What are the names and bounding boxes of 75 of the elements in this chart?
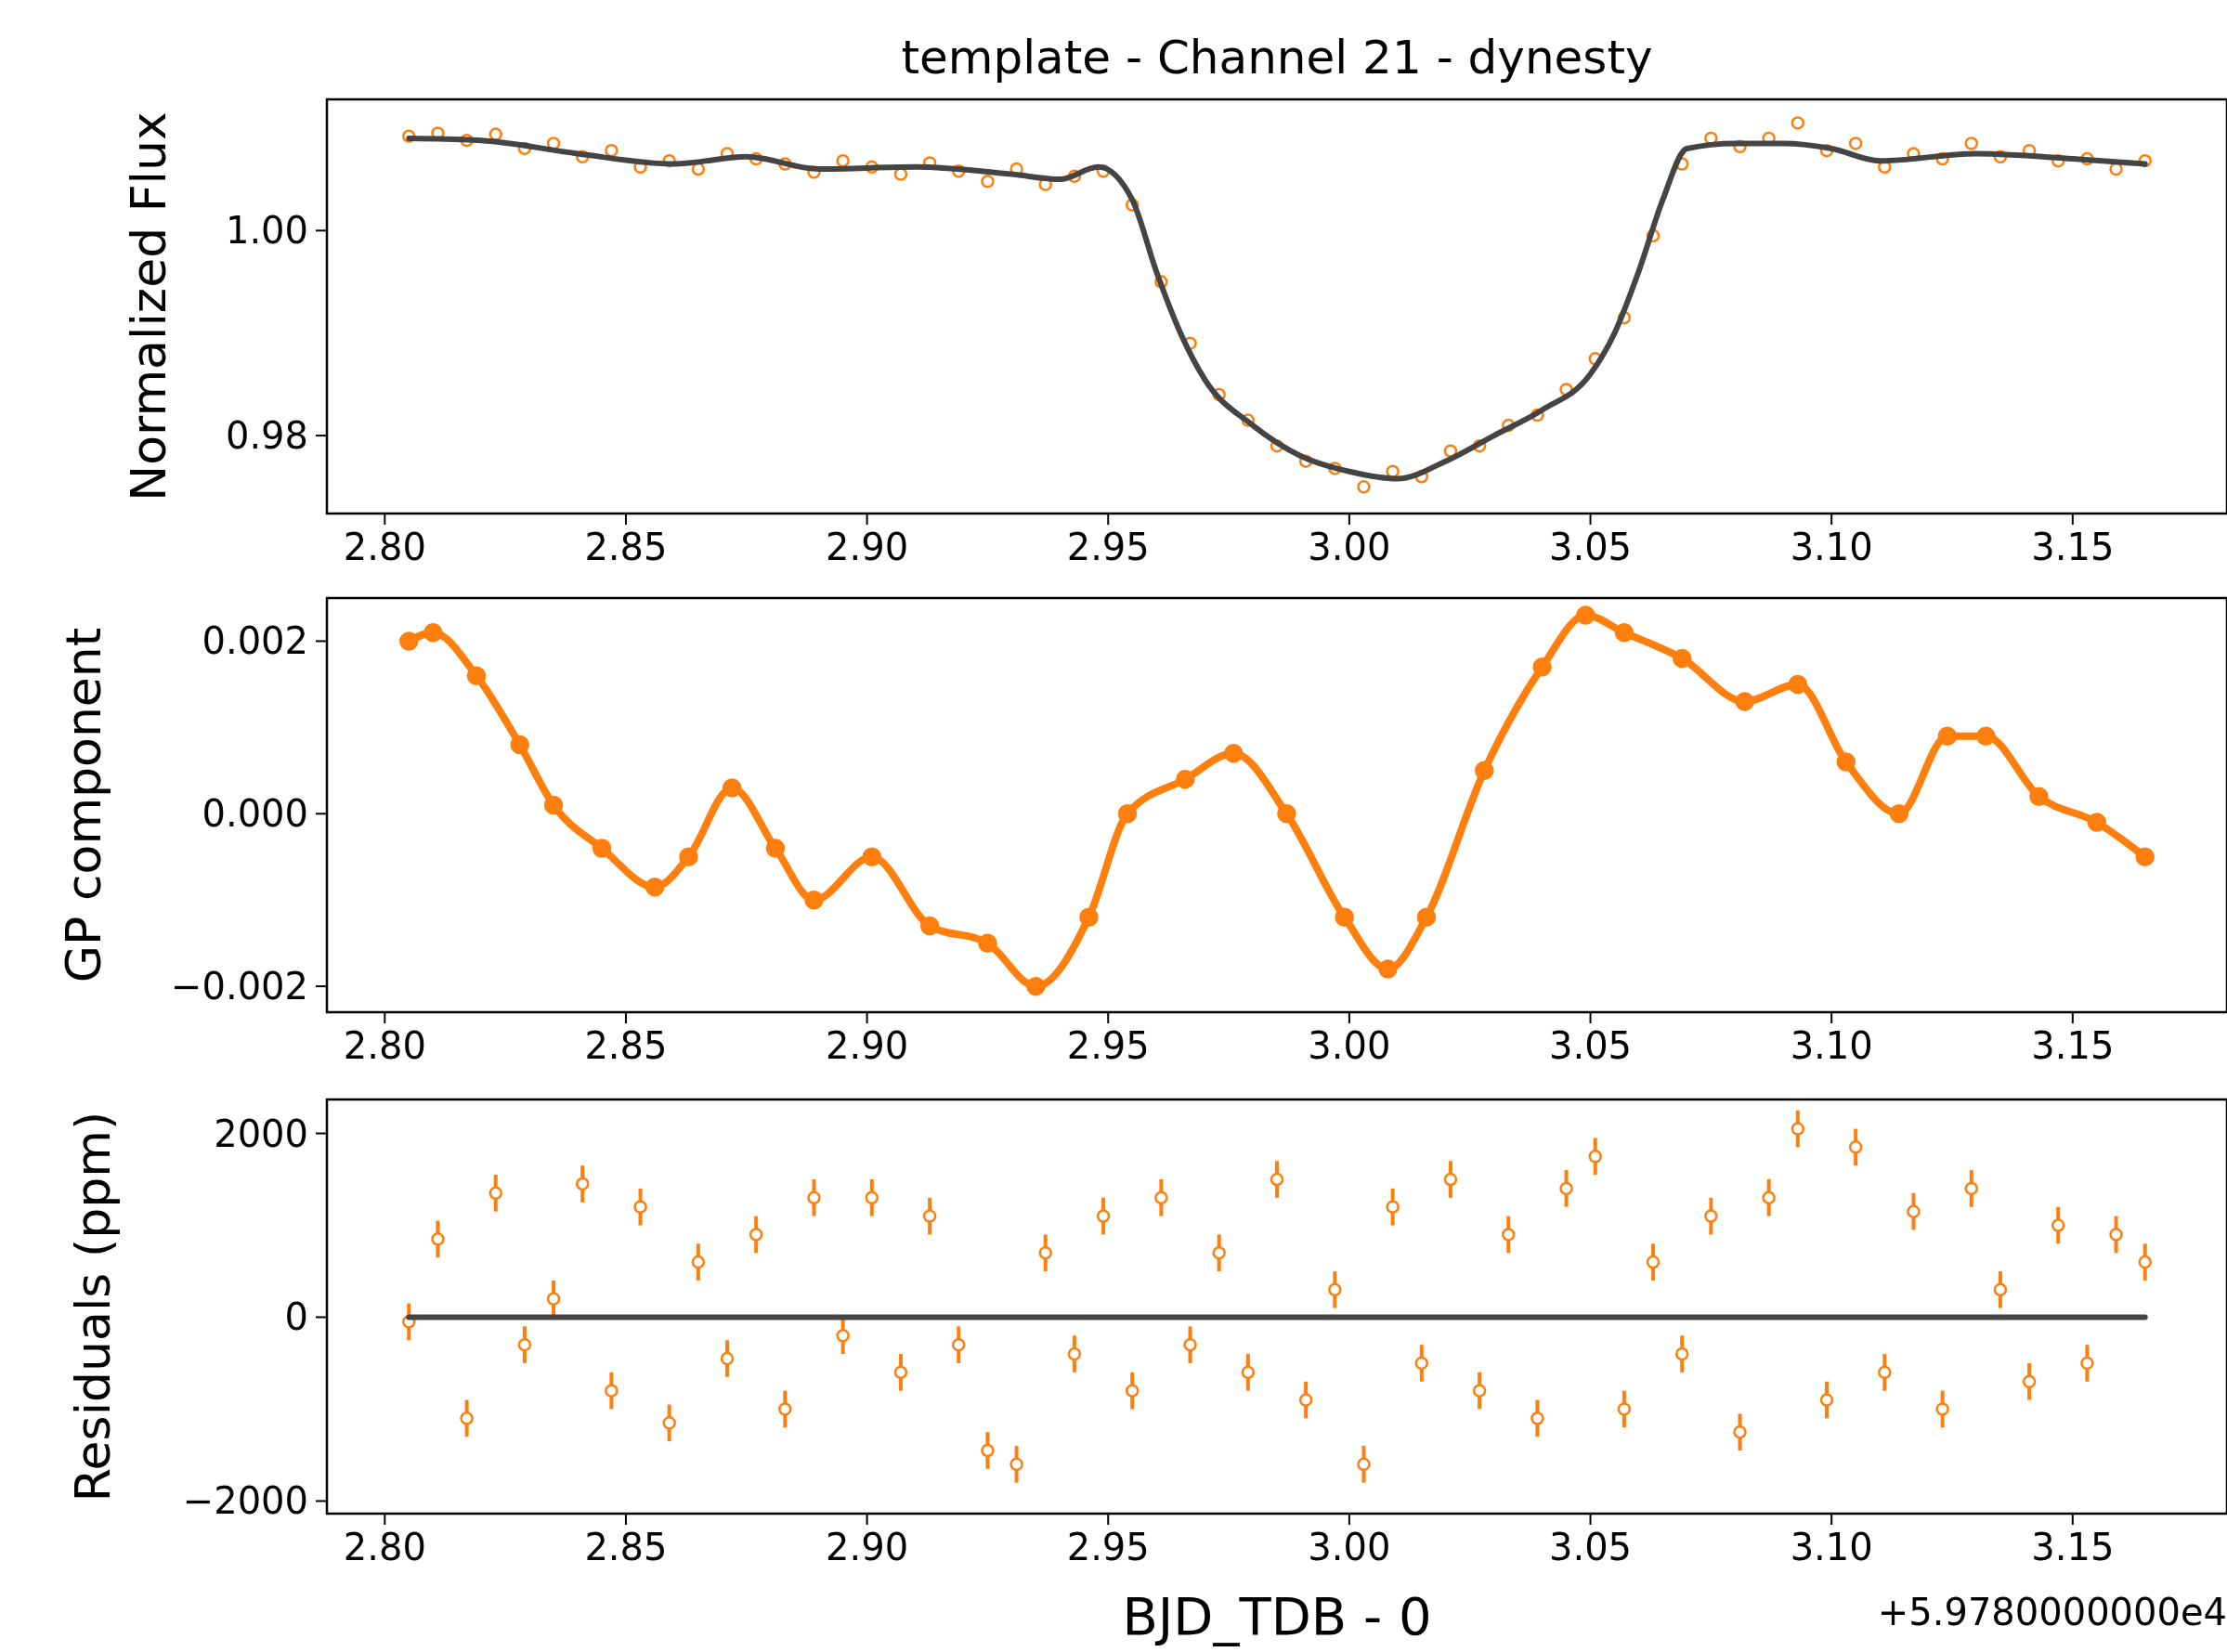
y-axis-title: Residuals (ppm) — [65, 1111, 121, 1502]
x-tick-label: 3.00 — [1308, 526, 1391, 568]
y-tick-label: −2000 — [182, 1479, 308, 1523]
y-tick-label: 1.00 — [225, 209, 308, 253]
point — [1224, 744, 1244, 763]
point — [1176, 769, 1195, 789]
text: +5.9780000000e4 — [1877, 1591, 2227, 1633]
y-axis-title: Normalized Flux — [121, 111, 176, 501]
point — [1836, 752, 1856, 772]
x-tick-label: 3.15 — [2031, 1526, 2115, 1568]
x-tick-label: 2.90 — [826, 1526, 909, 1568]
point — [1976, 726, 1996, 746]
point — [2029, 787, 2049, 806]
x-tick-label: 2.90 — [826, 1024, 909, 1067]
x-tick-label: 2.85 — [584, 1526, 668, 1568]
x-tick-label: 2.90 — [826, 526, 909, 568]
point — [2135, 847, 2155, 866]
point — [510, 735, 529, 755]
point — [1937, 726, 1958, 746]
x-tick-label: 3.00 — [1308, 1024, 1391, 1067]
point — [2087, 813, 2107, 832]
y-tick-label: 0.002 — [202, 619, 308, 663]
point — [1475, 761, 1494, 781]
x-tick-label: 2.95 — [1066, 1024, 1150, 1067]
point — [543, 795, 564, 815]
point — [679, 847, 698, 866]
x-tick-label: 3.05 — [1549, 1526, 1633, 1568]
point — [1117, 804, 1138, 824]
point — [765, 839, 786, 858]
point — [1532, 657, 1552, 677]
x-tick-label: 3.05 — [1549, 1024, 1633, 1067]
point — [1416, 907, 1437, 928]
point — [978, 933, 997, 953]
y-tick-label: 0.000 — [202, 792, 308, 836]
x-tick-label: 2.85 — [584, 526, 668, 568]
x-tick-label: 2.95 — [1066, 1526, 1150, 1568]
x-tick-label: 3.10 — [1790, 526, 1873, 568]
x-tick-label: 3.10 — [1790, 1024, 1873, 1067]
point — [722, 778, 742, 798]
x-tick-label: 2.80 — [343, 526, 426, 568]
point — [919, 916, 940, 936]
point — [1026, 976, 1046, 996]
point — [645, 878, 665, 897]
y-tick-label: 0.98 — [225, 414, 308, 458]
point — [1335, 907, 1354, 928]
x-tick-label: 3.15 — [2031, 526, 2115, 568]
x-tick-label: 2.85 — [584, 1024, 668, 1067]
point — [1735, 692, 1754, 711]
x-tick-label: 2.80 — [343, 1526, 426, 1568]
point — [1277, 804, 1296, 824]
point — [592, 839, 612, 858]
x-axis-title: BJD_TDB - 0 — [1122, 1586, 1432, 1646]
point — [1788, 674, 1808, 695]
x-tick-label: 3.05 — [1549, 526, 1633, 568]
x-tick-label: 3.00 — [1308, 1526, 1391, 1568]
x-tick-label: 3.15 — [2031, 1024, 2115, 1067]
point — [1378, 959, 1398, 979]
point — [804, 890, 824, 910]
point — [423, 622, 443, 643]
point — [862, 847, 882, 866]
chart-title: template - Channel 21 - dynesty — [901, 31, 1653, 85]
point — [1614, 622, 1634, 643]
x-tick-label: 2.95 — [1066, 526, 1150, 568]
point — [1889, 804, 1909, 824]
y-tick-label: 0 — [284, 1295, 308, 1339]
y-axis-title: GP component — [56, 627, 111, 983]
y-tick-label: 2000 — [214, 1112, 308, 1155]
point — [399, 631, 419, 651]
x-tick-label: 2.80 — [343, 1024, 426, 1067]
point — [1672, 648, 1692, 669]
x-tick-label: 3.10 — [1790, 1526, 1873, 1568]
point — [1576, 605, 1595, 625]
point — [1079, 907, 1099, 928]
y-tick-label: −0.002 — [170, 965, 308, 1008]
point — [466, 666, 487, 685]
